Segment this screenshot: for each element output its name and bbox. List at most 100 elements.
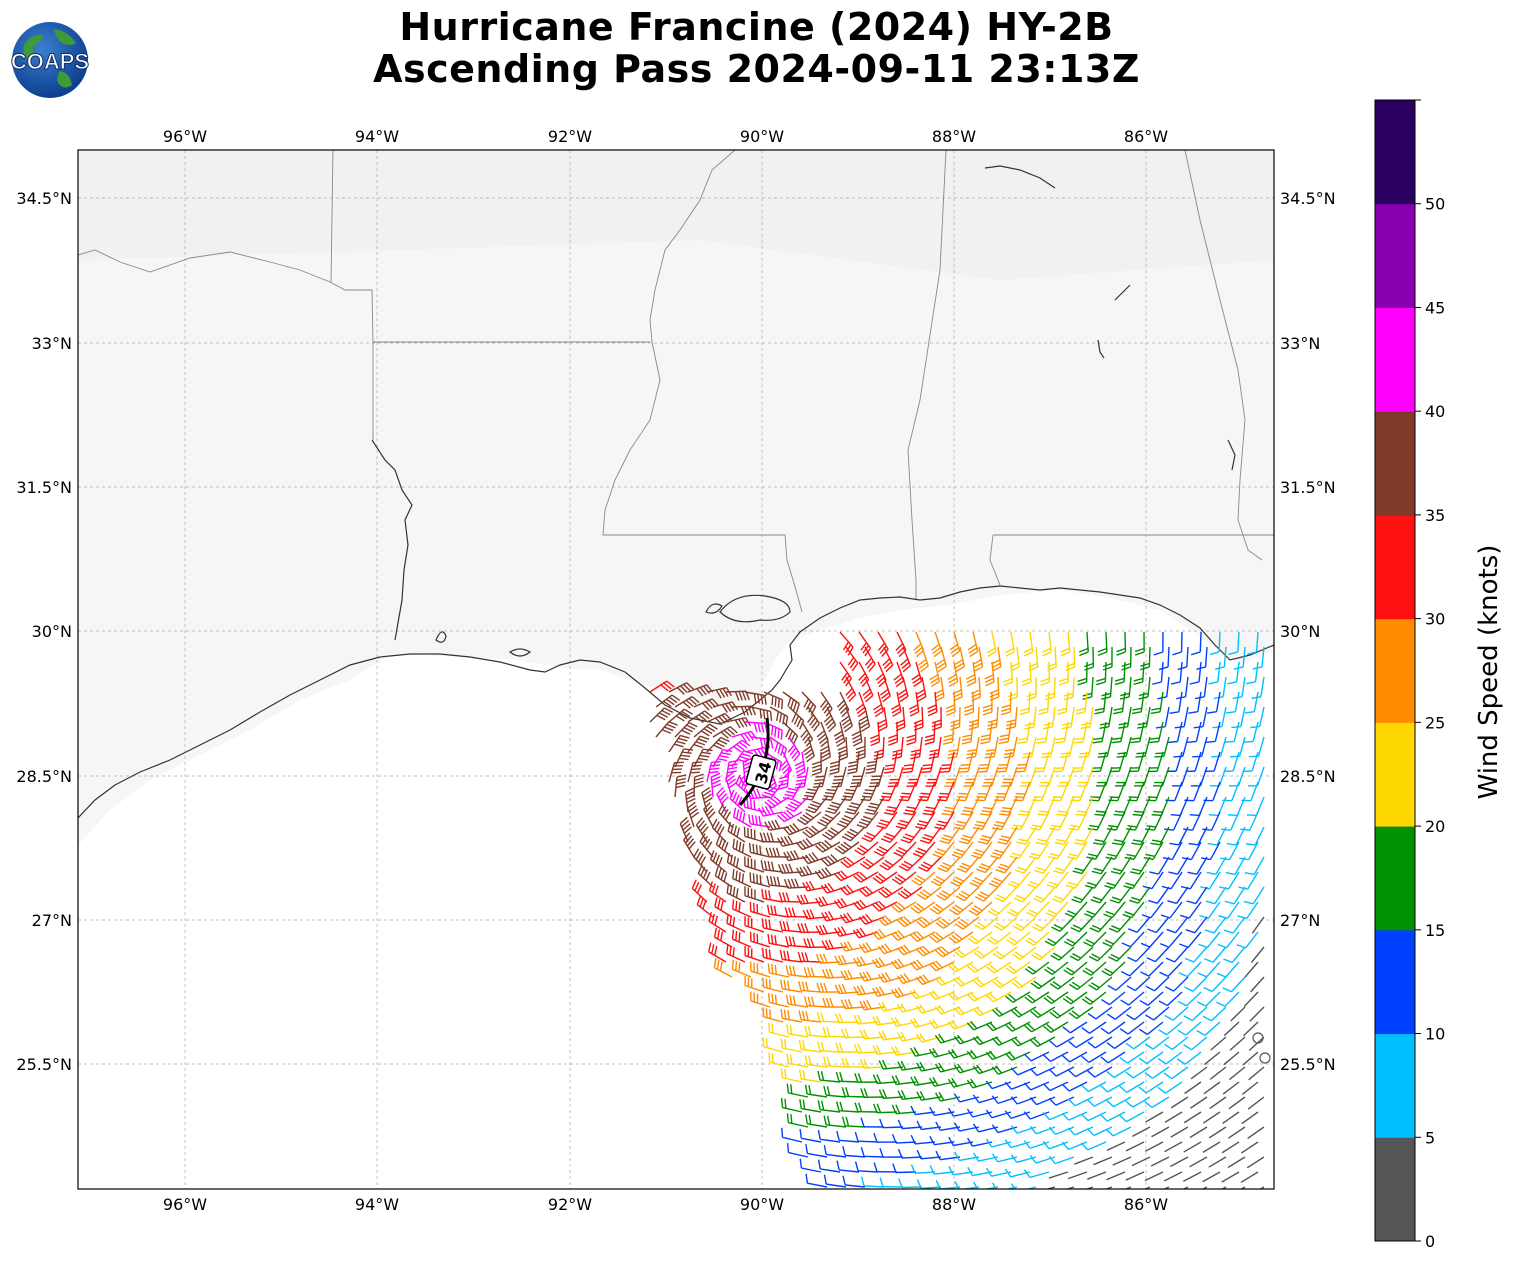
- wind-barb: [1166, 916, 1189, 934]
- wind-barb: [761, 947, 784, 963]
- wind-barb: [1068, 1036, 1094, 1049]
- wind-barb: [693, 848, 708, 873]
- wind-barb: [764, 795, 790, 809]
- wind-barb: [1030, 1036, 1056, 1048]
- lon-tick-label-top: 90°W: [740, 127, 784, 146]
- wind-barb: [864, 646, 876, 672]
- wind-barb: [1110, 856, 1132, 875]
- wind-barb: [891, 1133, 917, 1144]
- wind-barb: [1090, 886, 1113, 904]
- wind-barb: [1138, 1051, 1164, 1065]
- wind-barb: [817, 1100, 841, 1113]
- wind-barb: [1221, 811, 1240, 831]
- wind-barb: [854, 1161, 879, 1173]
- wind-barb: [1106, 1036, 1132, 1049]
- wind-barb: [1014, 856, 1037, 874]
- wind-barb: [1087, 1171, 1107, 1180]
- wind-barb: [898, 856, 923, 872]
- wind-barb: [1013, 886, 1037, 903]
- wind-barb: [954, 646, 966, 673]
- wind-barb: [1102, 931, 1126, 948]
- title-line-1: Hurricane Francine (2024) HY-2B: [399, 5, 1114, 49]
- wind-barb: [1106, 1096, 1132, 1108]
- wind-barb: [860, 1117, 885, 1128]
- wind-barb: [1084, 901, 1107, 918]
- wind-barb: [1031, 946, 1056, 961]
- lon-labels-bottom: 96°W 94°W 92°W 90°W 88°W 86°W: [163, 1195, 1168, 1214]
- wind-barb: [1126, 976, 1151, 992]
- wind-barb: [1176, 1051, 1202, 1065]
- wind-barb: [1246, 1156, 1265, 1169]
- wind-barb: [732, 838, 752, 858]
- wind-barb: [908, 691, 920, 717]
- wind-barb: [891, 1104, 917, 1115]
- wind-barb: [1140, 961, 1164, 977]
- wind-barb: [1062, 1021, 1088, 1034]
- wind-barb: [900, 646, 912, 673]
- wind-barb: [891, 871, 917, 885]
- wind-barb: [842, 1145, 866, 1158]
- wind-barb: [949, 901, 974, 916]
- wind-barb: [1152, 661, 1164, 685]
- wind-barb: [992, 976, 1018, 989]
- wind-barbs-layer: [649, 631, 1271, 1189]
- wind-barb: [726, 944, 746, 963]
- wind-barb: [1081, 991, 1107, 1005]
- wind-barb: [1090, 751, 1107, 773]
- wind-barb: [1148, 886, 1170, 904]
- wind-barb: [796, 865, 822, 877]
- wind-barb: [780, 979, 803, 993]
- wind-barb: [1183, 1171, 1202, 1182]
- wind-barb: [655, 721, 678, 738]
- wind-barb: [1081, 1081, 1107, 1093]
- wind-barb: [1125, 1066, 1151, 1079]
- wind-barb: [1030, 1006, 1056, 1019]
- wind-barb: [822, 997, 847, 1008]
- wind-barb: [825, 796, 847, 815]
- wind-barb: [786, 1053, 809, 1068]
- lon-tick-label-top: 94°W: [355, 127, 399, 146]
- wind-barb: [668, 682, 695, 695]
- wind-barb: [1023, 1111, 1050, 1120]
- wind-barb: [1186, 721, 1202, 744]
- wind-barb: [841, 1028, 866, 1039]
- wind-barb: [1073, 721, 1088, 744]
- wind-barb: [1183, 1141, 1202, 1153]
- wind-barb: [917, 781, 936, 802]
- wind-barb: [1106, 1006, 1132, 1020]
- wind-barb: [1086, 1126, 1113, 1137]
- wind-barb: [1228, 1126, 1246, 1139]
- wind-barb: [1243, 886, 1265, 905]
- wind-barb: [1010, 1096, 1037, 1105]
- wind-barb: [845, 676, 857, 702]
- wind-barb: [1086, 1096, 1113, 1107]
- wind-barb: [691, 879, 708, 903]
- wind-barb: [1125, 811, 1145, 831]
- wind-barb: [1166, 751, 1183, 773]
- wind-barb: [748, 842, 771, 858]
- wind-barb: [1189, 1126, 1208, 1139]
- wind-barb: [1204, 916, 1227, 934]
- wind-barb: [878, 886, 904, 899]
- wind-barb: [1184, 1081, 1202, 1095]
- wind-barb: [1081, 1051, 1107, 1063]
- wind-barb: [916, 1120, 942, 1131]
- wind-barb: [878, 1059, 904, 1070]
- wind-barb: [1179, 931, 1202, 949]
- wind-barb: [934, 676, 945, 702]
- wind-barb: [744, 946, 765, 963]
- wind-barb: [968, 901, 993, 916]
- land-area: [78, 150, 1274, 845]
- wind-barb: [1144, 1036, 1170, 1050]
- wind-barb: [967, 631, 979, 658]
- wind-barb: [1004, 1110, 1031, 1120]
- lon-tick-label-top: 88°W: [932, 127, 976, 146]
- wind-barb: [1010, 1036, 1037, 1047]
- colorbar-segment: [1375, 411, 1415, 516]
- wind-barb: [1004, 1081, 1031, 1090]
- wind-barb: [1058, 661, 1069, 686]
- wind-barb: [893, 661, 905, 688]
- wind-barb: [1164, 811, 1183, 831]
- wind-barb: [1105, 1126, 1132, 1137]
